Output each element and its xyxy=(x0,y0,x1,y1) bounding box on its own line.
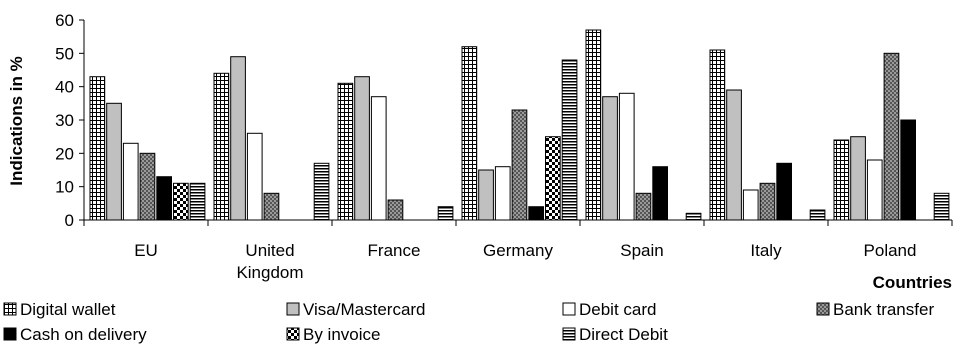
y-tick-label: 20 xyxy=(55,144,74,163)
x-tick-label: United Kingdom xyxy=(236,241,303,282)
bar xyxy=(246,132,263,221)
legend-label: Bank transfer xyxy=(833,300,934,319)
legend-swatch xyxy=(562,327,576,341)
y-tick-label: 10 xyxy=(55,178,74,197)
bar xyxy=(156,176,173,221)
bar xyxy=(635,192,652,221)
bar xyxy=(545,136,561,221)
bar xyxy=(561,59,578,221)
bar xyxy=(478,169,494,221)
bar xyxy=(189,182,206,221)
y-axis: 0 10 20 30 40 50 60 xyxy=(55,11,84,230)
legend-label: Visa/Mastercard xyxy=(303,300,426,319)
legend-label: Debit card xyxy=(579,300,656,319)
bar xyxy=(230,56,246,221)
x-axis-title: Countries xyxy=(873,273,952,292)
legend-swatch xyxy=(3,327,17,341)
x-tick-label: Italy xyxy=(750,241,782,260)
bar xyxy=(173,182,189,221)
bar xyxy=(528,206,544,221)
bar xyxy=(89,76,106,221)
bar xyxy=(585,29,602,221)
legend-swatch xyxy=(816,302,830,316)
bar xyxy=(437,206,454,221)
bar xyxy=(685,212,702,221)
x-tick-label: EU xyxy=(134,241,158,260)
bar xyxy=(354,76,370,221)
bar xyxy=(726,89,742,221)
legend: Digital wallet Visa/Mastercard Debit card B… xyxy=(3,300,934,344)
y-tick-label: 50 xyxy=(55,44,74,63)
bar xyxy=(313,162,330,221)
legend-label: Cash on delivery xyxy=(20,325,147,344)
legend-label: By invoice xyxy=(303,325,380,344)
bar xyxy=(652,166,668,221)
bar xyxy=(883,52,900,221)
bar xyxy=(866,159,883,221)
legend-swatch xyxy=(562,302,576,316)
bar xyxy=(263,192,280,221)
y-axis-title: Indications in % xyxy=(7,56,26,185)
bar xyxy=(370,96,387,221)
bar xyxy=(387,199,404,221)
bar xyxy=(213,72,230,221)
legend-swatch xyxy=(286,327,300,341)
bar xyxy=(759,182,776,221)
bar xyxy=(776,162,792,221)
legend-swatch xyxy=(286,302,300,316)
bar xyxy=(511,109,528,221)
legend-label: Direct Debit xyxy=(579,325,668,344)
bar xyxy=(139,152,156,221)
y-tick-label: 0 xyxy=(65,211,74,230)
x-tick-label: Germany xyxy=(483,241,553,260)
legend-swatch xyxy=(3,302,17,316)
bar xyxy=(122,142,139,221)
bar xyxy=(900,119,916,221)
x-axis: EU United Kingdom France Germany Spain Italy Po… xyxy=(83,220,953,282)
x-tick-label: France xyxy=(368,241,421,260)
bar xyxy=(933,192,950,221)
bar xyxy=(337,82,354,221)
bars xyxy=(89,29,950,221)
bar xyxy=(618,92,635,221)
bar xyxy=(494,166,511,221)
bar xyxy=(106,102,122,221)
bar xyxy=(602,96,618,221)
bar xyxy=(709,49,726,221)
x-tick-label: Poland xyxy=(864,241,917,260)
bar xyxy=(742,189,759,221)
bar xyxy=(833,139,850,221)
y-tick-label: 40 xyxy=(55,78,74,97)
bar xyxy=(850,136,866,221)
legend-label: Digital wallet xyxy=(20,300,116,319)
y-tick-label: 60 xyxy=(55,11,74,30)
x-tick-label: Spain xyxy=(620,241,663,260)
y-tick-label: 30 xyxy=(55,111,74,130)
bar xyxy=(461,46,478,221)
bar xyxy=(809,209,826,221)
